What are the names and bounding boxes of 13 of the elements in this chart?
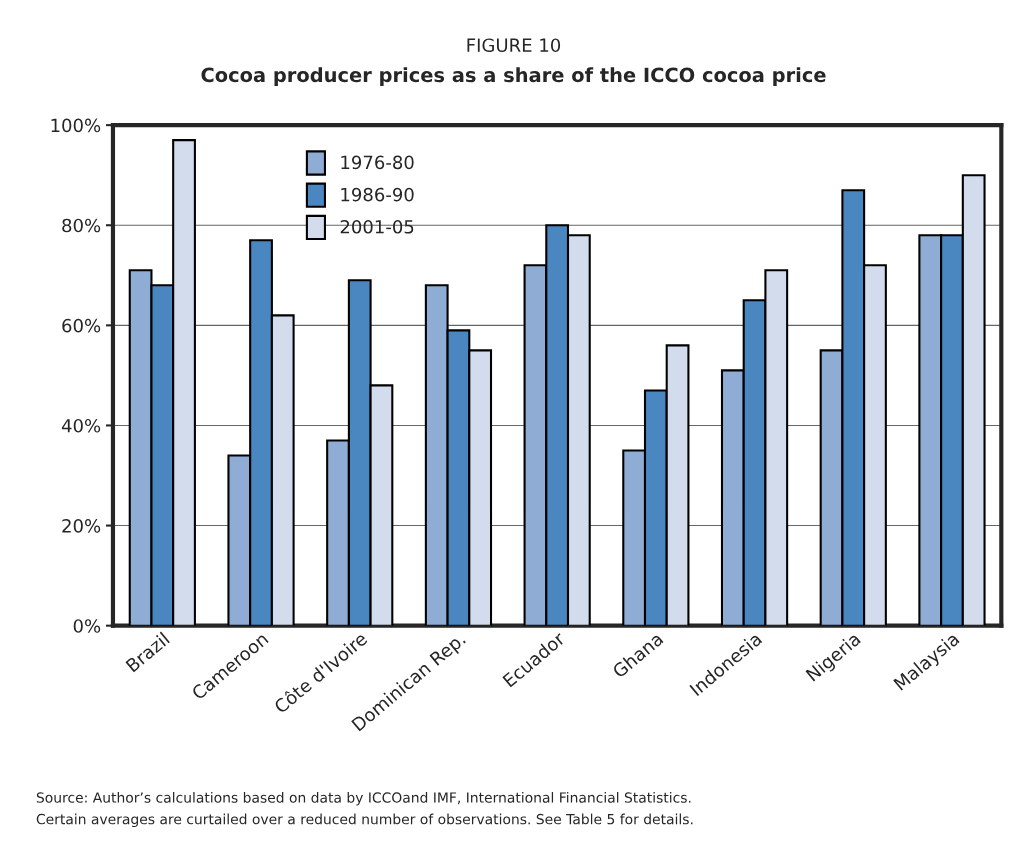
text: Certain averages are curtailed over a reduced number of observations. See Table 5 for details. [36, 813, 693, 828]
y-tick-label: 100% [51, 118, 101, 133]
y-tick-label: 40% [61, 418, 101, 433]
legend-label: 1986-90 [341, 187, 414, 202]
y-tick-label: 0% [73, 619, 101, 633]
y-tick-label: 60% [62, 318, 101, 333]
y-tick-label: 80% [62, 218, 101, 233]
chart-subtitle: Cocoa producer prices as a share of the ICCO cocoa price [201, 67, 826, 87]
source-note: Source: Author’s calculations based on data by ICCOand IMF, International Financial Statistics. [36, 792, 691, 806]
legend-label: 2001-05 [340, 219, 414, 234]
chart-title: FIGURE 10 [467, 38, 561, 53]
y-tick-label: 20% [62, 519, 101, 533]
legend-label: 1976-80 [341, 155, 414, 170]
